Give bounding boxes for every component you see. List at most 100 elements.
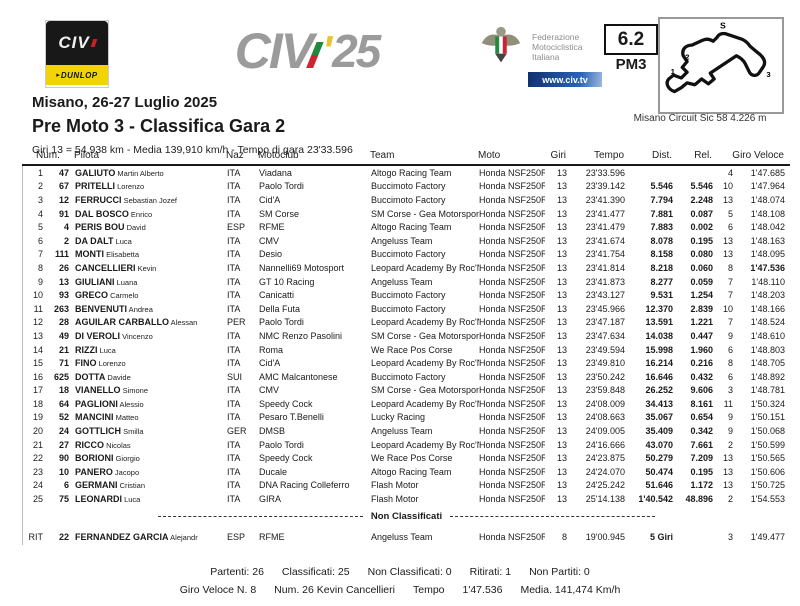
civ-tv-link[interactable]: www.civ.tv xyxy=(528,72,602,87)
cell-moto: Honda NSF250R xyxy=(479,222,545,233)
table-row: 5 4 PERIS BOU David ESP RFME Altogo Racing Te… xyxy=(23,220,790,234)
cell-gap: 50.279 xyxy=(645,453,673,464)
cell-moto: Honda NSF250R xyxy=(479,194,545,205)
cell-best-lap-time: 1'54.553 xyxy=(750,494,785,505)
cell-laps: 13 xyxy=(556,439,567,450)
circuit-track-icon: S 1 2 3 xyxy=(665,21,771,94)
cell-laps: 8 xyxy=(561,531,567,542)
cell-time: 23'41.873 xyxy=(585,276,625,287)
cell-race-number: 111 xyxy=(54,249,69,260)
cell-best-lap-num: 3 xyxy=(727,531,733,542)
cell-position: 17 xyxy=(32,385,43,396)
cell-interval: 0.080 xyxy=(690,249,713,260)
table-row: 20 24 GOTTLICH Smilla GER DMSB Angeluss Team H… xyxy=(23,424,790,438)
pilot-lastname: LEONARDI xyxy=(75,494,122,505)
cell-position: 12 xyxy=(32,317,43,328)
pilot-lastname: MONTI xyxy=(75,249,104,260)
cell-nationality: ITA xyxy=(227,235,241,246)
cell-team: Buccimoto Factory xyxy=(371,371,446,382)
cell-race-number: 90 xyxy=(58,453,69,464)
table-row: RIT 22 FERNANDEZ GARCIA Alejandr ESP RFME Ang… xyxy=(23,529,790,545)
cell-pilot: PERIS BOU David xyxy=(75,222,227,232)
cell-position: 14 xyxy=(32,344,43,355)
pilot-firstname: Cristian xyxy=(117,481,146,491)
cell-interval: 8.161 xyxy=(690,398,713,409)
cell-team: Leopard Academy By Roc'N'De xyxy=(371,262,479,273)
pilot-lastname: FERRUCCI xyxy=(75,194,122,205)
cell-gap: 50.474 xyxy=(645,466,673,477)
cell-race-number: 71 xyxy=(58,358,69,369)
cell-position: 18 xyxy=(32,398,43,409)
pilot-lastname: GERMANI xyxy=(75,480,118,491)
map-label-turn3: 3 xyxy=(766,70,771,79)
footer-stat: Tempo xyxy=(412,584,445,596)
pilot-firstname: Elisabetta xyxy=(104,250,140,260)
cell-team: Leopard Academy By Roc'N'De xyxy=(371,358,479,369)
cell-best-lap-num: 6 xyxy=(727,371,733,382)
cell-best-lap-num: 9 xyxy=(727,412,733,423)
cell-moto: Honda NSF250R xyxy=(479,235,545,246)
cell-interval: 0.002 xyxy=(690,222,713,233)
cell-motoclub: SM Corse xyxy=(259,208,300,219)
cell-motoclub: Nannelli69 Motosport xyxy=(259,262,345,273)
cell-time: 24'09.005 xyxy=(585,426,625,437)
cell-motoclub: Ducale xyxy=(259,466,288,477)
cell-motoclub: GIRA xyxy=(259,494,282,505)
cell-time: 23'41.477 xyxy=(585,208,625,219)
cell-gap: 8.158 xyxy=(650,249,673,260)
cell-motoclub: Paolo Tordi xyxy=(259,317,304,328)
cell-race-number: 263 xyxy=(53,303,69,314)
pilot-firstname: Smilla xyxy=(121,427,144,437)
cell-laps: 13 xyxy=(556,494,567,505)
cell-motoclub: Roma xyxy=(259,344,284,355)
cell-race-number: 4 xyxy=(63,222,69,233)
pilot-lastname: PANERO xyxy=(75,466,113,477)
cell-time: 23'47.187 xyxy=(585,317,625,328)
cell-team: Leopard Academy By Roc'N'De xyxy=(371,398,479,409)
col-header-moto: Moto xyxy=(478,150,501,161)
cell-time: 23'50.242 xyxy=(585,371,625,382)
cell-best-lap-num: 9 xyxy=(727,426,733,437)
pilot-firstname: Andrea xyxy=(127,304,153,314)
cell-race-number: 28 xyxy=(58,317,69,328)
civ-logo-text: CIV xyxy=(58,33,90,52)
cell-team: Leopard Academy By Roc'N'De xyxy=(371,317,479,328)
cell-best-lap-num: 10 xyxy=(722,303,733,314)
race-stats: Giri 13 = 54,938 km - Media 139,910 km/h… xyxy=(32,144,353,156)
cell-time: 24'25.242 xyxy=(585,480,625,491)
fmi-logo-block: Federazione Motociclistica Italiana xyxy=(478,24,583,70)
cell-moto: Honda NSF250R xyxy=(479,439,545,450)
cell-best-lap-num: 13 xyxy=(722,466,733,477)
cell-position: 15 xyxy=(32,358,43,369)
table-row: 14 21 RIZZI Luca ITA Roma We Race Pos Corse Ho… xyxy=(23,343,790,357)
cell-time: 25'14.138 xyxy=(585,494,625,505)
pilot-lastname: CANCELLIERI xyxy=(75,262,136,273)
cell-team: We Race Pos Corse xyxy=(371,453,453,464)
cell-moto: Honda NSF250R xyxy=(479,344,545,355)
cell-team: Leopard Academy By Roc'N'De xyxy=(371,439,479,450)
cell-best-lap-time: 1'50.151 xyxy=(750,412,785,423)
civ25-main-logo: CIV ' 25 xyxy=(192,20,422,82)
cell-moto: Honda NSF250R xyxy=(479,426,545,437)
cell-pilot: PANERO Jacopo xyxy=(75,467,227,477)
cell-moto: Honda NSF250R xyxy=(479,412,545,423)
pilot-firstname: Luana xyxy=(114,277,138,287)
cell-position: 25 xyxy=(32,494,43,505)
divider-dashes-right xyxy=(450,515,656,517)
pilot-lastname: GALIUTO xyxy=(75,167,116,178)
cell-race-number: 12 xyxy=(58,194,69,205)
cell-best-lap-time: 1'49.477 xyxy=(750,531,785,542)
cell-pilot: VIANELLO Simone xyxy=(75,385,227,395)
cell-gap: 14.038 xyxy=(645,330,673,341)
cell-motoclub: Speedy Cock xyxy=(259,453,313,464)
cell-motoclub: Desio xyxy=(259,249,283,260)
cell-nationality: ITA xyxy=(227,208,241,219)
pilot-lastname: AGUILAR CARBALLO xyxy=(75,317,169,328)
cell-nationality: ITA xyxy=(227,303,241,314)
cell-gap: 8.218 xyxy=(650,262,673,273)
cell-moto: Honda NSF250R xyxy=(479,290,545,301)
cell-pilot: LEONARDI Luca xyxy=(75,494,227,504)
cell-interval: 0.447 xyxy=(690,330,713,341)
cell-race-number: 49 xyxy=(58,330,69,341)
cell-interval: 9.606 xyxy=(690,385,713,396)
